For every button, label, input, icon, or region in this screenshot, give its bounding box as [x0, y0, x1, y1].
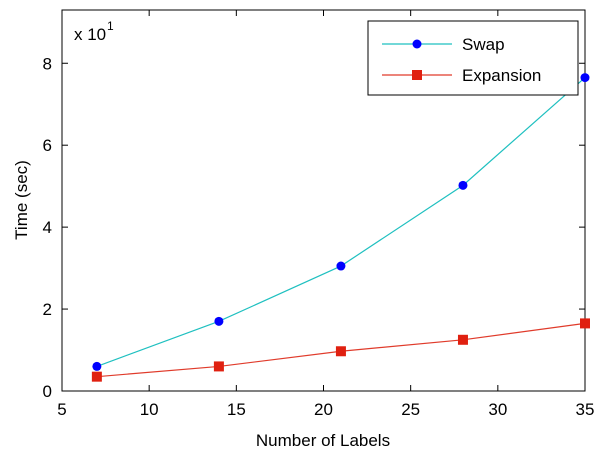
legend-expansion-label: Expansion: [462, 66, 541, 85]
series-swap-point: [336, 261, 346, 271]
series-swap: [92, 73, 590, 371]
x-tick-label: 25: [401, 400, 420, 419]
y-exponent-label: x 10: [74, 25, 106, 44]
y-tick-label: 6: [43, 136, 52, 155]
legend-swap-marker: [412, 39, 422, 49]
y-exponent-power: 1: [107, 19, 114, 33]
x-tick-label: 20: [314, 400, 333, 419]
legend-box: [367, 20, 579, 96]
series-expansion: [91, 318, 590, 382]
series-swap-point: [458, 180, 468, 190]
x-tick-label: 30: [488, 400, 507, 419]
series-expansion-point: [213, 361, 224, 372]
series-swap-point: [580, 73, 590, 83]
series-expansion-point: [335, 346, 346, 357]
x-axis-title: Number of Labels: [256, 431, 390, 450]
series-expansion-point: [91, 371, 102, 382]
axis-ticks: 5 10 15 20 25 30 35 0 2 4 6 8: [43, 10, 595, 419]
x-tick-label: 10: [140, 400, 159, 419]
x-tick-label: 15: [227, 400, 246, 419]
y-tick-label: 0: [43, 382, 52, 401]
y-tick-label: 4: [43, 218, 52, 237]
series-expansion-point: [580, 318, 590, 329]
legend: Swap Expansion: [367, 20, 579, 96]
legend-expansion-marker: [412, 70, 422, 80]
legend-swap-label: Swap: [462, 35, 505, 54]
series-expansion-point: [457, 334, 468, 345]
series-layer: [91, 73, 590, 382]
y-tick-label: 2: [43, 300, 52, 319]
y-tick-label: 8: [43, 54, 52, 73]
x-tick-label: 35: [576, 400, 595, 419]
series-swap-point: [92, 361, 102, 371]
x-tick-label: 5: [57, 400, 66, 419]
y-axis-title: Time (sec): [12, 160, 31, 240]
series-swap-point: [214, 316, 224, 326]
